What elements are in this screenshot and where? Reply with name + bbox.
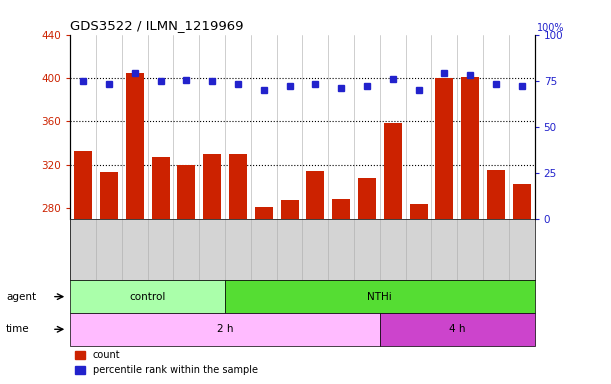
Bar	[332, 199, 350, 384]
Bar	[126, 73, 144, 384]
Bar	[255, 207, 273, 384]
Text: 100%: 100%	[538, 23, 565, 33]
Text: control: control	[130, 291, 166, 302]
Bar	[306, 171, 324, 384]
Bar	[409, 204, 428, 384]
Bar	[435, 78, 453, 384]
Text: time: time	[6, 324, 30, 334]
Bar	[100, 172, 118, 384]
Bar	[384, 124, 402, 384]
Bar	[280, 200, 299, 384]
Bar	[461, 77, 479, 384]
Bar	[152, 157, 170, 384]
Bar	[513, 184, 531, 384]
Legend: count, percentile rank within the sample: count, percentile rank within the sample	[75, 351, 258, 375]
Bar	[70, 313, 380, 346]
Bar	[70, 280, 225, 313]
Text: NTHi: NTHi	[367, 291, 392, 302]
Text: agent: agent	[6, 291, 36, 302]
Bar	[225, 280, 535, 313]
Text: 4 h: 4 h	[449, 324, 466, 334]
Bar	[358, 178, 376, 384]
Bar	[177, 165, 196, 384]
Bar	[74, 151, 92, 384]
Bar	[380, 313, 535, 346]
Text: GDS3522 / ILMN_1219969: GDS3522 / ILMN_1219969	[70, 19, 244, 32]
Text: 2 h: 2 h	[217, 324, 233, 334]
Bar	[487, 170, 505, 384]
Bar	[229, 154, 247, 384]
Bar	[203, 154, 221, 384]
